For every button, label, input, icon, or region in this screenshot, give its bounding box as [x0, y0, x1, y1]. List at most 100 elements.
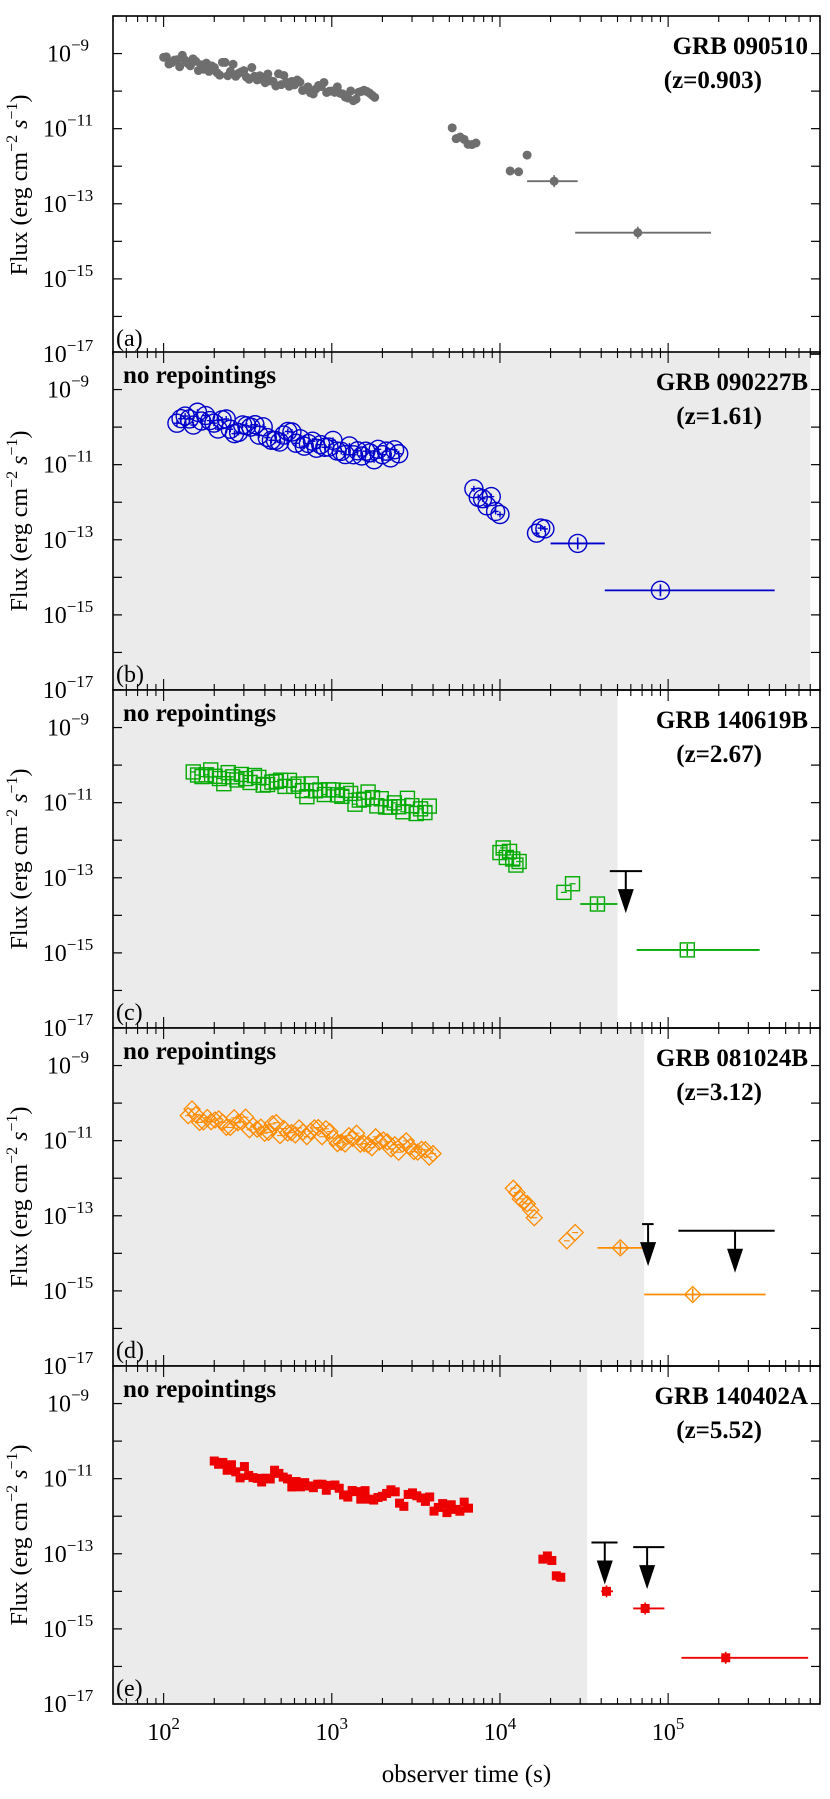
grb-name: GRB 090227B — [656, 369, 808, 396]
data-point — [279, 70, 289, 80]
data-point — [247, 63, 257, 73]
data-point — [373, 790, 389, 807]
data-point — [263, 1114, 282, 1133]
panel-b: no repointings 10−9 10−11 10−13 10−15 10−17 GR… — [4, 351, 821, 704]
data-point — [226, 1460, 236, 1470]
data-point — [525, 1208, 544, 1227]
y-tick-label: 10−9 — [47, 36, 89, 68]
panel-letter: (e) — [116, 1676, 143, 1702]
data-point — [313, 1127, 332, 1146]
y-tick-label: 10−9 — [47, 1048, 89, 1080]
x-axis-label: observer time (s) — [382, 1761, 551, 1788]
grb-name: GRB 140619B — [656, 707, 808, 734]
data-point — [521, 1201, 540, 1220]
data-point — [319, 77, 329, 87]
y-tick-label: 10−17 — [43, 1010, 94, 1042]
y-tick-label: 10−13 — [43, 522, 94, 554]
binned-point — [650, 580, 671, 601]
y-tick-label: 10−17 — [43, 672, 94, 704]
data-point — [511, 853, 527, 870]
no-repointings-region — [113, 690, 618, 1028]
grb-name: GRB 140402A — [655, 1383, 808, 1410]
data-point — [421, 798, 437, 814]
upper-limit-arrow — [678, 1229, 775, 1273]
data-point — [317, 1479, 327, 1489]
panel-frame — [112, 1365, 821, 1705]
no-repointings-label: no repointings — [123, 1038, 276, 1065]
data-point — [360, 1486, 370, 1496]
binned-point — [589, 896, 606, 912]
data-point — [370, 92, 380, 102]
data-point — [463, 1503, 473, 1513]
data-point — [356, 1494, 366, 1504]
data-point — [566, 1223, 585, 1242]
data-point — [459, 1497, 469, 1507]
y-tick-label: 10−15 — [43, 1273, 94, 1305]
data-point — [490, 504, 510, 525]
binned-point — [721, 1653, 731, 1663]
data-point — [556, 1572, 566, 1582]
y-tick-label: 10−13 — [43, 186, 94, 218]
redshift-label: (z=2.67) — [676, 741, 762, 768]
data-point — [389, 444, 409, 464]
data-point — [556, 884, 572, 901]
panel-letter: (c) — [116, 1000, 143, 1026]
binned-point — [611, 1238, 630, 1257]
y-axis-label: Flux (erg cm−2 s−1) — [4, 1445, 33, 1626]
data-point — [522, 150, 532, 160]
data-point — [447, 123, 457, 133]
data-point — [343, 1492, 353, 1502]
data-point — [564, 876, 581, 892]
grb-name: GRB 090510 — [673, 33, 808, 60]
y-tick-label: 10−15 — [43, 1611, 94, 1643]
x-tick-label: 104 — [484, 1714, 517, 1746]
data-point — [263, 69, 273, 79]
data-point — [481, 486, 501, 507]
data-point — [321, 1485, 331, 1495]
x-tick-label: 103 — [316, 1714, 349, 1746]
no-repointings-region — [113, 1028, 645, 1366]
no-repointings-region — [113, 1366, 588, 1704]
binned-point — [633, 228, 643, 238]
no-repointings-label: no repointings — [123, 362, 276, 389]
no-repointings-region — [113, 352, 811, 690]
data-point — [215, 70, 225, 80]
data-point — [384, 440, 405, 460]
panel-letter: (d) — [116, 1338, 144, 1364]
data-point — [362, 1138, 381, 1157]
y-tick-label: 10−17 — [43, 1686, 94, 1718]
data-point — [347, 1124, 366, 1143]
panel-letter: (a) — [116, 326, 143, 352]
y-axis-label: Flux (erg cm−2 s−1) — [4, 431, 33, 612]
data-point — [228, 59, 238, 69]
data-point — [355, 1134, 374, 1153]
y-tick-label: 10−13 — [43, 1536, 94, 1568]
binned-point — [568, 533, 588, 554]
data-point — [231, 1467, 241, 1477]
data-point — [295, 77, 305, 87]
data-point — [485, 501, 506, 522]
upper-limit-arrow — [591, 1541, 618, 1585]
redshift-label: (z=5.52) — [676, 1417, 762, 1444]
redshift-label: (z=3.12) — [676, 1079, 762, 1106]
binned-point — [549, 176, 559, 186]
upper-limit-arrow — [640, 1223, 657, 1267]
y-axis-label: Flux (erg cm−2 s−1) — [4, 769, 33, 950]
data-point — [283, 1474, 293, 1484]
no-repointings-label: no repointings — [123, 1376, 276, 1403]
data-point — [175, 62, 185, 72]
data-point — [351, 94, 361, 104]
data-point — [399, 1501, 409, 1511]
y-axis-label: Flux (erg cm−2 s−1) — [4, 95, 33, 276]
data-point — [291, 1477, 301, 1487]
data-point — [229, 1113, 247, 1132]
panel-a: 10−9 10−11 10−13 10−15 10−17 GRB 090510 (z=0.9… — [4, 15, 821, 368]
data-point — [471, 138, 481, 148]
x-tick-label: 102 — [147, 1714, 180, 1746]
redshift-label: (z=0.903) — [664, 67, 762, 94]
y-axis-label: Flux (erg cm−2 s−1) — [4, 1107, 33, 1288]
y-tick-label: 10−11 — [43, 447, 93, 479]
y-tick-label: 10−11 — [43, 111, 93, 143]
binned-point — [679, 942, 695, 958]
binned-point — [640, 1603, 650, 1613]
